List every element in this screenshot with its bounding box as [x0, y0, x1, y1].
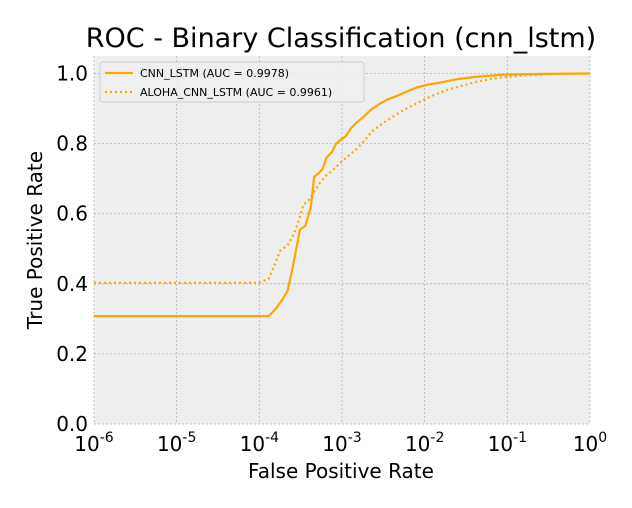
x-tick-label: 10-1: [488, 430, 527, 456]
x-axis-ticks: 10-6 10-5 10-4 10-3 10-2 10-1 100: [74, 430, 607, 456]
x-tick-label: 100: [573, 430, 607, 456]
y-tick-label: 0.6: [56, 202, 88, 226]
x-tick-exponent: 0: [598, 430, 607, 446]
x-tick-label: 10-3: [322, 430, 361, 456]
x-tick-exponent: -3: [348, 430, 362, 446]
legend: CNN_LSTM (AUC = 0.9978) ALOHA_CNN_LSTM (…: [99, 61, 365, 103]
x-tick-base: 10: [74, 432, 99, 456]
x-tick-base: 10: [322, 432, 347, 456]
x-tick-exponent: -2: [430, 430, 444, 446]
x-axis-label: False Positive Rate: [248, 459, 434, 483]
x-tick-exponent: -4: [265, 430, 279, 446]
x-tick-base: 10: [405, 432, 430, 456]
x-tick-label: 10-5: [157, 430, 196, 456]
x-tick-base: 10: [488, 432, 513, 456]
y-tick-label: 0.4: [56, 272, 88, 296]
x-tick-exponent: -1: [513, 430, 527, 446]
y-axis-ticks: 0.0 0.2 0.4 0.6 0.8 1.0: [56, 62, 88, 436]
series-line-cnn-lstm: [94, 72, 591, 318]
legend-label-aloha-cnn-lstm: ALOHA_CNN_LSTM (AUC = 0.9961): [140, 86, 332, 99]
x-tick-label: 10-4: [240, 430, 280, 456]
x-tick-base: 10: [573, 432, 598, 456]
x-tick-label: 10-2: [405, 430, 444, 456]
series-line-aloha-cnn-lstm: [94, 72, 591, 284]
x-tick-base: 10: [240, 432, 265, 456]
legend-box: [99, 61, 365, 103]
series-lines: [94, 72, 591, 318]
y-tick-label: 0.0: [56, 412, 88, 436]
legend-label-cnn-lstm: CNN_LSTM (AUC = 0.9978): [140, 67, 289, 80]
x-tick-exponent: -5: [182, 430, 196, 446]
y-axis-label: True Positive Rate: [23, 151, 47, 330]
x-tick-label: 10-6: [74, 430, 114, 456]
chart-title: ROC - Binary Classification (cnn_lstm): [86, 23, 596, 54]
y-tick-label: 0.8: [56, 132, 88, 156]
y-tick-label: 1.0: [56, 62, 88, 86]
y-tick-label: 0.2: [56, 342, 88, 366]
x-tick-exponent: -6: [100, 430, 114, 446]
x-tick-base: 10: [157, 432, 182, 456]
